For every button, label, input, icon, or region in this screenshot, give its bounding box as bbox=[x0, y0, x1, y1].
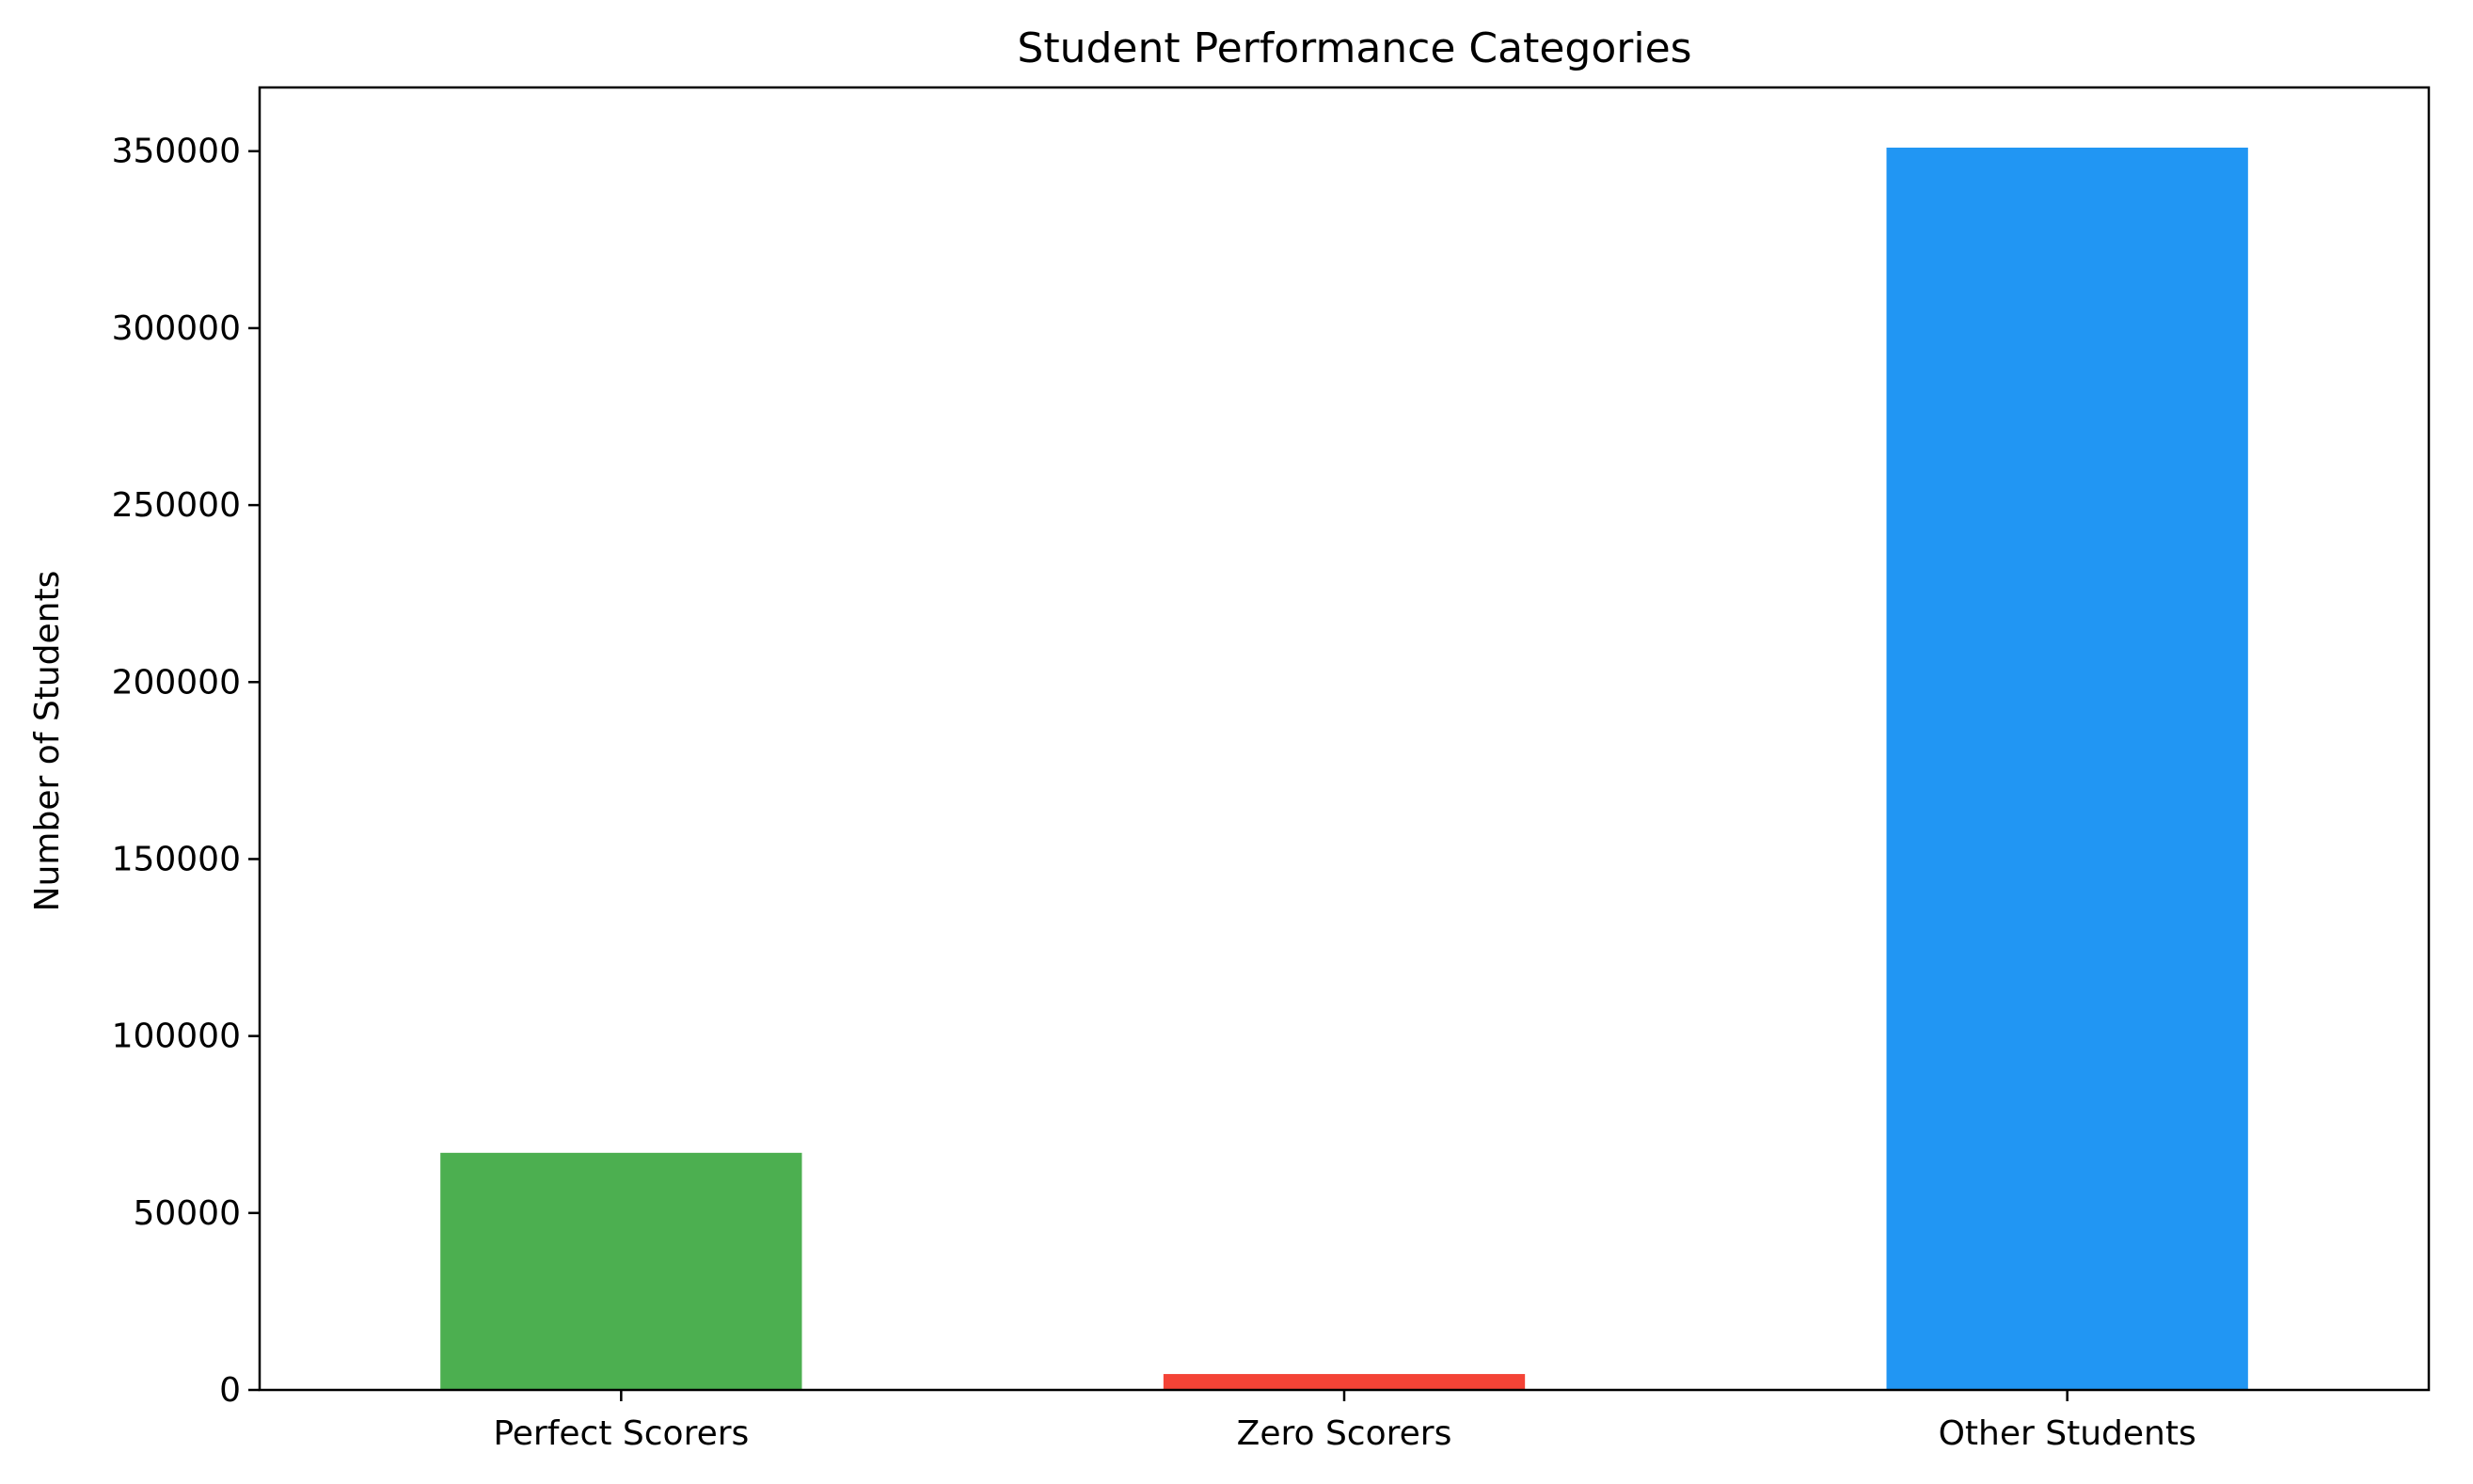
x-tick-label: Perfect Scorers bbox=[493, 1414, 749, 1453]
chart-title: Student Performance Categories bbox=[1017, 24, 1691, 72]
bar-perfect-scorers bbox=[440, 1152, 802, 1390]
y-tick-label: 50000 bbox=[133, 1194, 241, 1233]
y-tick-label: 150000 bbox=[112, 840, 241, 878]
y-tick-label: 0 bbox=[219, 1371, 241, 1410]
y-tick-label: 350000 bbox=[112, 133, 241, 171]
y-tick-label: 100000 bbox=[112, 1018, 241, 1056]
y-tick-label: 200000 bbox=[112, 663, 241, 702]
bar-other-students bbox=[1886, 147, 2248, 1391]
y-tick-label: 300000 bbox=[112, 309, 241, 348]
x-tick-label: Zero Scorers bbox=[1237, 1414, 1452, 1453]
y-axis-label: Number of Students bbox=[28, 571, 67, 912]
plot-area: 0 50000 100000 150000 200000 250000 300000 3500… bbox=[112, 86, 2431, 1453]
x-tick-label: Other Students bbox=[1939, 1414, 2196, 1453]
bar-zero-scorers bbox=[1163, 1374, 1526, 1390]
y-tick-label: 250000 bbox=[112, 486, 241, 525]
